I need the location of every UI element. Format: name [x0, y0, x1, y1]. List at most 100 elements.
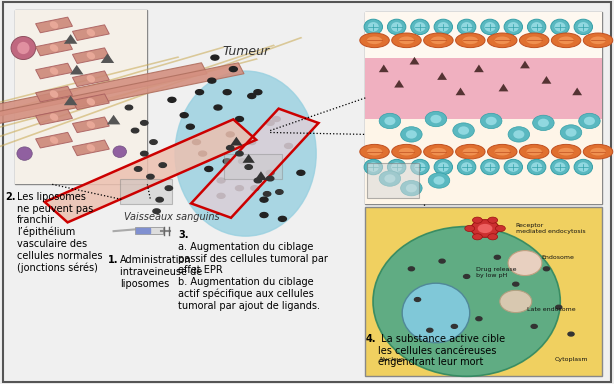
Circle shape [159, 163, 166, 167]
Circle shape [451, 324, 457, 328]
Ellipse shape [578, 162, 589, 172]
Ellipse shape [484, 162, 495, 172]
Circle shape [193, 139, 200, 145]
Ellipse shape [438, 22, 449, 32]
Ellipse shape [434, 159, 453, 175]
Ellipse shape [50, 44, 58, 52]
Circle shape [199, 151, 206, 156]
Ellipse shape [533, 115, 554, 131]
Polygon shape [72, 140, 109, 156]
Ellipse shape [538, 119, 549, 127]
Polygon shape [64, 96, 77, 105]
Circle shape [476, 317, 482, 321]
Ellipse shape [565, 128, 577, 137]
Ellipse shape [519, 144, 549, 159]
Ellipse shape [391, 162, 402, 172]
Ellipse shape [87, 52, 95, 60]
Polygon shape [191, 109, 319, 218]
Ellipse shape [50, 136, 58, 144]
Polygon shape [36, 17, 72, 33]
Ellipse shape [463, 148, 478, 156]
Circle shape [556, 305, 562, 309]
Circle shape [473, 234, 483, 240]
Circle shape [236, 151, 243, 156]
Ellipse shape [551, 144, 581, 159]
Circle shape [488, 217, 497, 223]
Ellipse shape [504, 19, 523, 35]
Ellipse shape [434, 19, 453, 35]
Ellipse shape [399, 148, 414, 156]
Ellipse shape [458, 126, 469, 135]
Ellipse shape [495, 36, 510, 44]
Circle shape [247, 139, 256, 145]
Circle shape [236, 186, 244, 191]
Circle shape [427, 328, 433, 332]
Text: Administration
intraveineuse de
liposomes: Administration intraveineuse de liposome… [120, 255, 202, 288]
Ellipse shape [401, 127, 422, 142]
Ellipse shape [591, 36, 606, 44]
Ellipse shape [559, 36, 574, 44]
FancyBboxPatch shape [365, 12, 602, 100]
Circle shape [254, 90, 262, 94]
Text: Drug release
by low pH: Drug release by low pH [476, 267, 516, 278]
Text: 1.: 1. [107, 255, 118, 265]
Text: 2.: 2. [5, 192, 15, 202]
Ellipse shape [401, 180, 422, 196]
Ellipse shape [461, 162, 472, 172]
Ellipse shape [583, 144, 613, 159]
Circle shape [153, 209, 160, 214]
Ellipse shape [508, 162, 519, 172]
Circle shape [284, 144, 292, 149]
Ellipse shape [559, 148, 574, 156]
Polygon shape [36, 109, 72, 125]
Polygon shape [379, 65, 389, 72]
Text: La substance active cible
les cellules cancéreuses
engendrant leur mort: La substance active cible les cellules c… [378, 334, 505, 367]
Ellipse shape [527, 159, 546, 175]
Ellipse shape [379, 171, 400, 186]
Circle shape [247, 94, 256, 98]
Circle shape [414, 298, 421, 301]
Ellipse shape [461, 22, 472, 32]
Circle shape [211, 55, 219, 60]
Text: Receptor
mediated endocytosis: Receptor mediated endocytosis [516, 223, 585, 234]
Circle shape [205, 166, 213, 171]
Ellipse shape [50, 90, 58, 98]
Circle shape [165, 186, 173, 190]
Ellipse shape [87, 121, 95, 129]
Circle shape [478, 224, 492, 233]
Ellipse shape [402, 283, 470, 343]
Text: 3.: 3. [178, 230, 188, 240]
Ellipse shape [367, 148, 382, 156]
Ellipse shape [392, 33, 421, 48]
Ellipse shape [531, 162, 542, 172]
Ellipse shape [554, 22, 565, 32]
Ellipse shape [392, 144, 421, 159]
Ellipse shape [113, 146, 126, 157]
Circle shape [266, 176, 274, 181]
Polygon shape [36, 40, 72, 56]
Ellipse shape [508, 251, 542, 276]
FancyBboxPatch shape [365, 58, 602, 161]
Ellipse shape [591, 148, 606, 156]
FancyBboxPatch shape [367, 163, 419, 198]
Ellipse shape [504, 159, 523, 175]
Ellipse shape [379, 113, 400, 129]
Polygon shape [474, 65, 484, 72]
FancyBboxPatch shape [365, 207, 602, 376]
Ellipse shape [411, 19, 429, 35]
Circle shape [260, 197, 268, 202]
Ellipse shape [508, 22, 519, 32]
Ellipse shape [551, 19, 569, 35]
Ellipse shape [414, 22, 426, 32]
Circle shape [230, 67, 237, 71]
Circle shape [273, 117, 280, 121]
Ellipse shape [430, 115, 441, 123]
FancyBboxPatch shape [15, 10, 147, 184]
Polygon shape [72, 94, 109, 109]
Ellipse shape [453, 123, 475, 138]
Polygon shape [0, 46, 224, 153]
Polygon shape [255, 171, 267, 180]
Ellipse shape [50, 67, 58, 75]
Ellipse shape [364, 19, 383, 35]
Circle shape [297, 170, 305, 175]
